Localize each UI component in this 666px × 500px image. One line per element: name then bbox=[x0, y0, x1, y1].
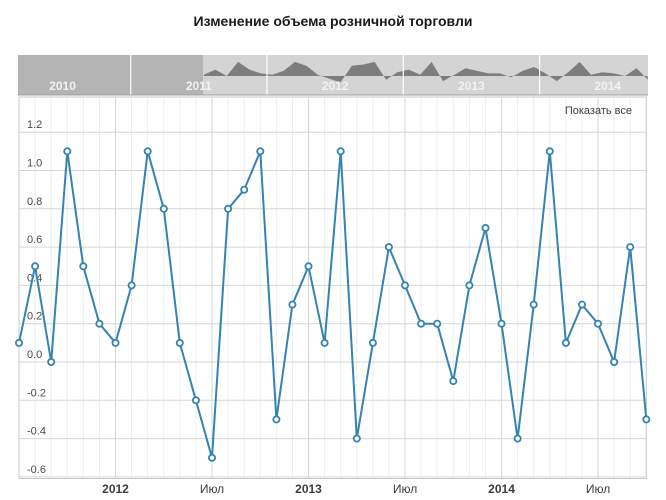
data-point[interactable] bbox=[14, 338, 23, 347]
data-point[interactable] bbox=[481, 223, 490, 232]
chart-title: Изменение объема розничной торговли bbox=[193, 13, 473, 29]
y-axis-label: -0.2 bbox=[27, 387, 46, 399]
data-point[interactable] bbox=[256, 147, 265, 156]
navigator-year-label: 2014 bbox=[594, 79, 621, 93]
data-point[interactable] bbox=[384, 243, 393, 252]
data-point[interactable] bbox=[224, 204, 233, 213]
data-point[interactable] bbox=[545, 147, 554, 156]
data-point[interactable] bbox=[594, 319, 603, 328]
data-point[interactable] bbox=[288, 300, 297, 309]
y-axis-label: 0.2 bbox=[27, 311, 42, 323]
data-point[interactable] bbox=[626, 243, 635, 252]
y-axis-label: 1.2 bbox=[27, 119, 42, 131]
x-axis-label: Июл bbox=[200, 482, 224, 496]
data-point[interactable] bbox=[79, 262, 88, 271]
data-point[interactable] bbox=[529, 300, 538, 309]
data-point[interactable] bbox=[31, 262, 40, 271]
data-point[interactable] bbox=[368, 338, 377, 347]
data-point[interactable] bbox=[175, 338, 184, 347]
main-plot: 1.2 1.0 0.8 0.6 0.4 0.2 0.0 -0.2 -0.4 -0.6 2012 Июл… bbox=[18, 96, 648, 496]
x-axis-label: 2013 bbox=[295, 482, 322, 496]
data-point[interactable] bbox=[578, 300, 587, 309]
data-point[interactable] bbox=[497, 319, 506, 328]
data-point[interactable] bbox=[143, 147, 152, 156]
y-axis-label: 0.4 bbox=[27, 272, 42, 284]
x-axis-label: Июл bbox=[586, 482, 610, 496]
data-point[interactable] bbox=[561, 338, 570, 347]
navigator-year-label: 2012 bbox=[322, 79, 349, 93]
data-point[interactable] bbox=[400, 281, 409, 290]
y-axis-label: 0.0 bbox=[27, 349, 42, 361]
y-axis-label: -0.4 bbox=[27, 426, 46, 438]
marker-group bbox=[14, 147, 651, 462]
show-all-link[interactable]: Показать все bbox=[564, 105, 632, 117]
navigator-year-label: 2011 bbox=[186, 79, 212, 93]
plot-border bbox=[18, 96, 647, 479]
data-point[interactable] bbox=[191, 396, 200, 405]
y-axis-label: -0.6 bbox=[27, 464, 46, 476]
navigator-area-series bbox=[203, 61, 648, 83]
data-point[interactable] bbox=[63, 147, 72, 156]
data-point[interactable] bbox=[272, 415, 281, 424]
line-series bbox=[18, 150, 648, 459]
data-point[interactable] bbox=[642, 415, 651, 424]
x-axis-label: 2014 bbox=[488, 482, 515, 496]
y-axis-label: 1.0 bbox=[27, 158, 42, 170]
data-point[interactable] bbox=[610, 357, 619, 366]
data-point[interactable] bbox=[449, 377, 458, 386]
x-axis-label: 2012 bbox=[102, 482, 129, 496]
data-point[interactable] bbox=[465, 281, 474, 290]
data-point[interactable] bbox=[320, 338, 329, 347]
x-axis-label: Июл bbox=[393, 482, 417, 496]
data-point[interactable] bbox=[304, 262, 313, 271]
y-axis-label: 0.8 bbox=[27, 196, 42, 208]
data-point[interactable] bbox=[111, 338, 120, 347]
data-point[interactable] bbox=[47, 357, 56, 366]
navigator-year-label: 2010 bbox=[49, 79, 76, 93]
data-point[interactable] bbox=[352, 434, 361, 443]
data-point[interactable] bbox=[336, 147, 345, 156]
data-point[interactable] bbox=[207, 453, 216, 462]
data-point[interactable] bbox=[127, 281, 136, 290]
data-point[interactable] bbox=[513, 434, 522, 443]
data-point[interactable] bbox=[433, 319, 442, 328]
navigator-year-label: 2013 bbox=[458, 79, 485, 93]
data-point[interactable] bbox=[240, 185, 249, 194]
data-point[interactable] bbox=[159, 204, 168, 213]
navigator[interactable]: 2010 2011 2012 2013 2014 bbox=[18, 55, 648, 96]
navigator-mask[interactable] bbox=[18, 55, 203, 95]
data-point[interactable] bbox=[95, 319, 104, 328]
y-axis-label: 0.6 bbox=[27, 234, 42, 246]
data-point[interactable] bbox=[417, 319, 426, 328]
